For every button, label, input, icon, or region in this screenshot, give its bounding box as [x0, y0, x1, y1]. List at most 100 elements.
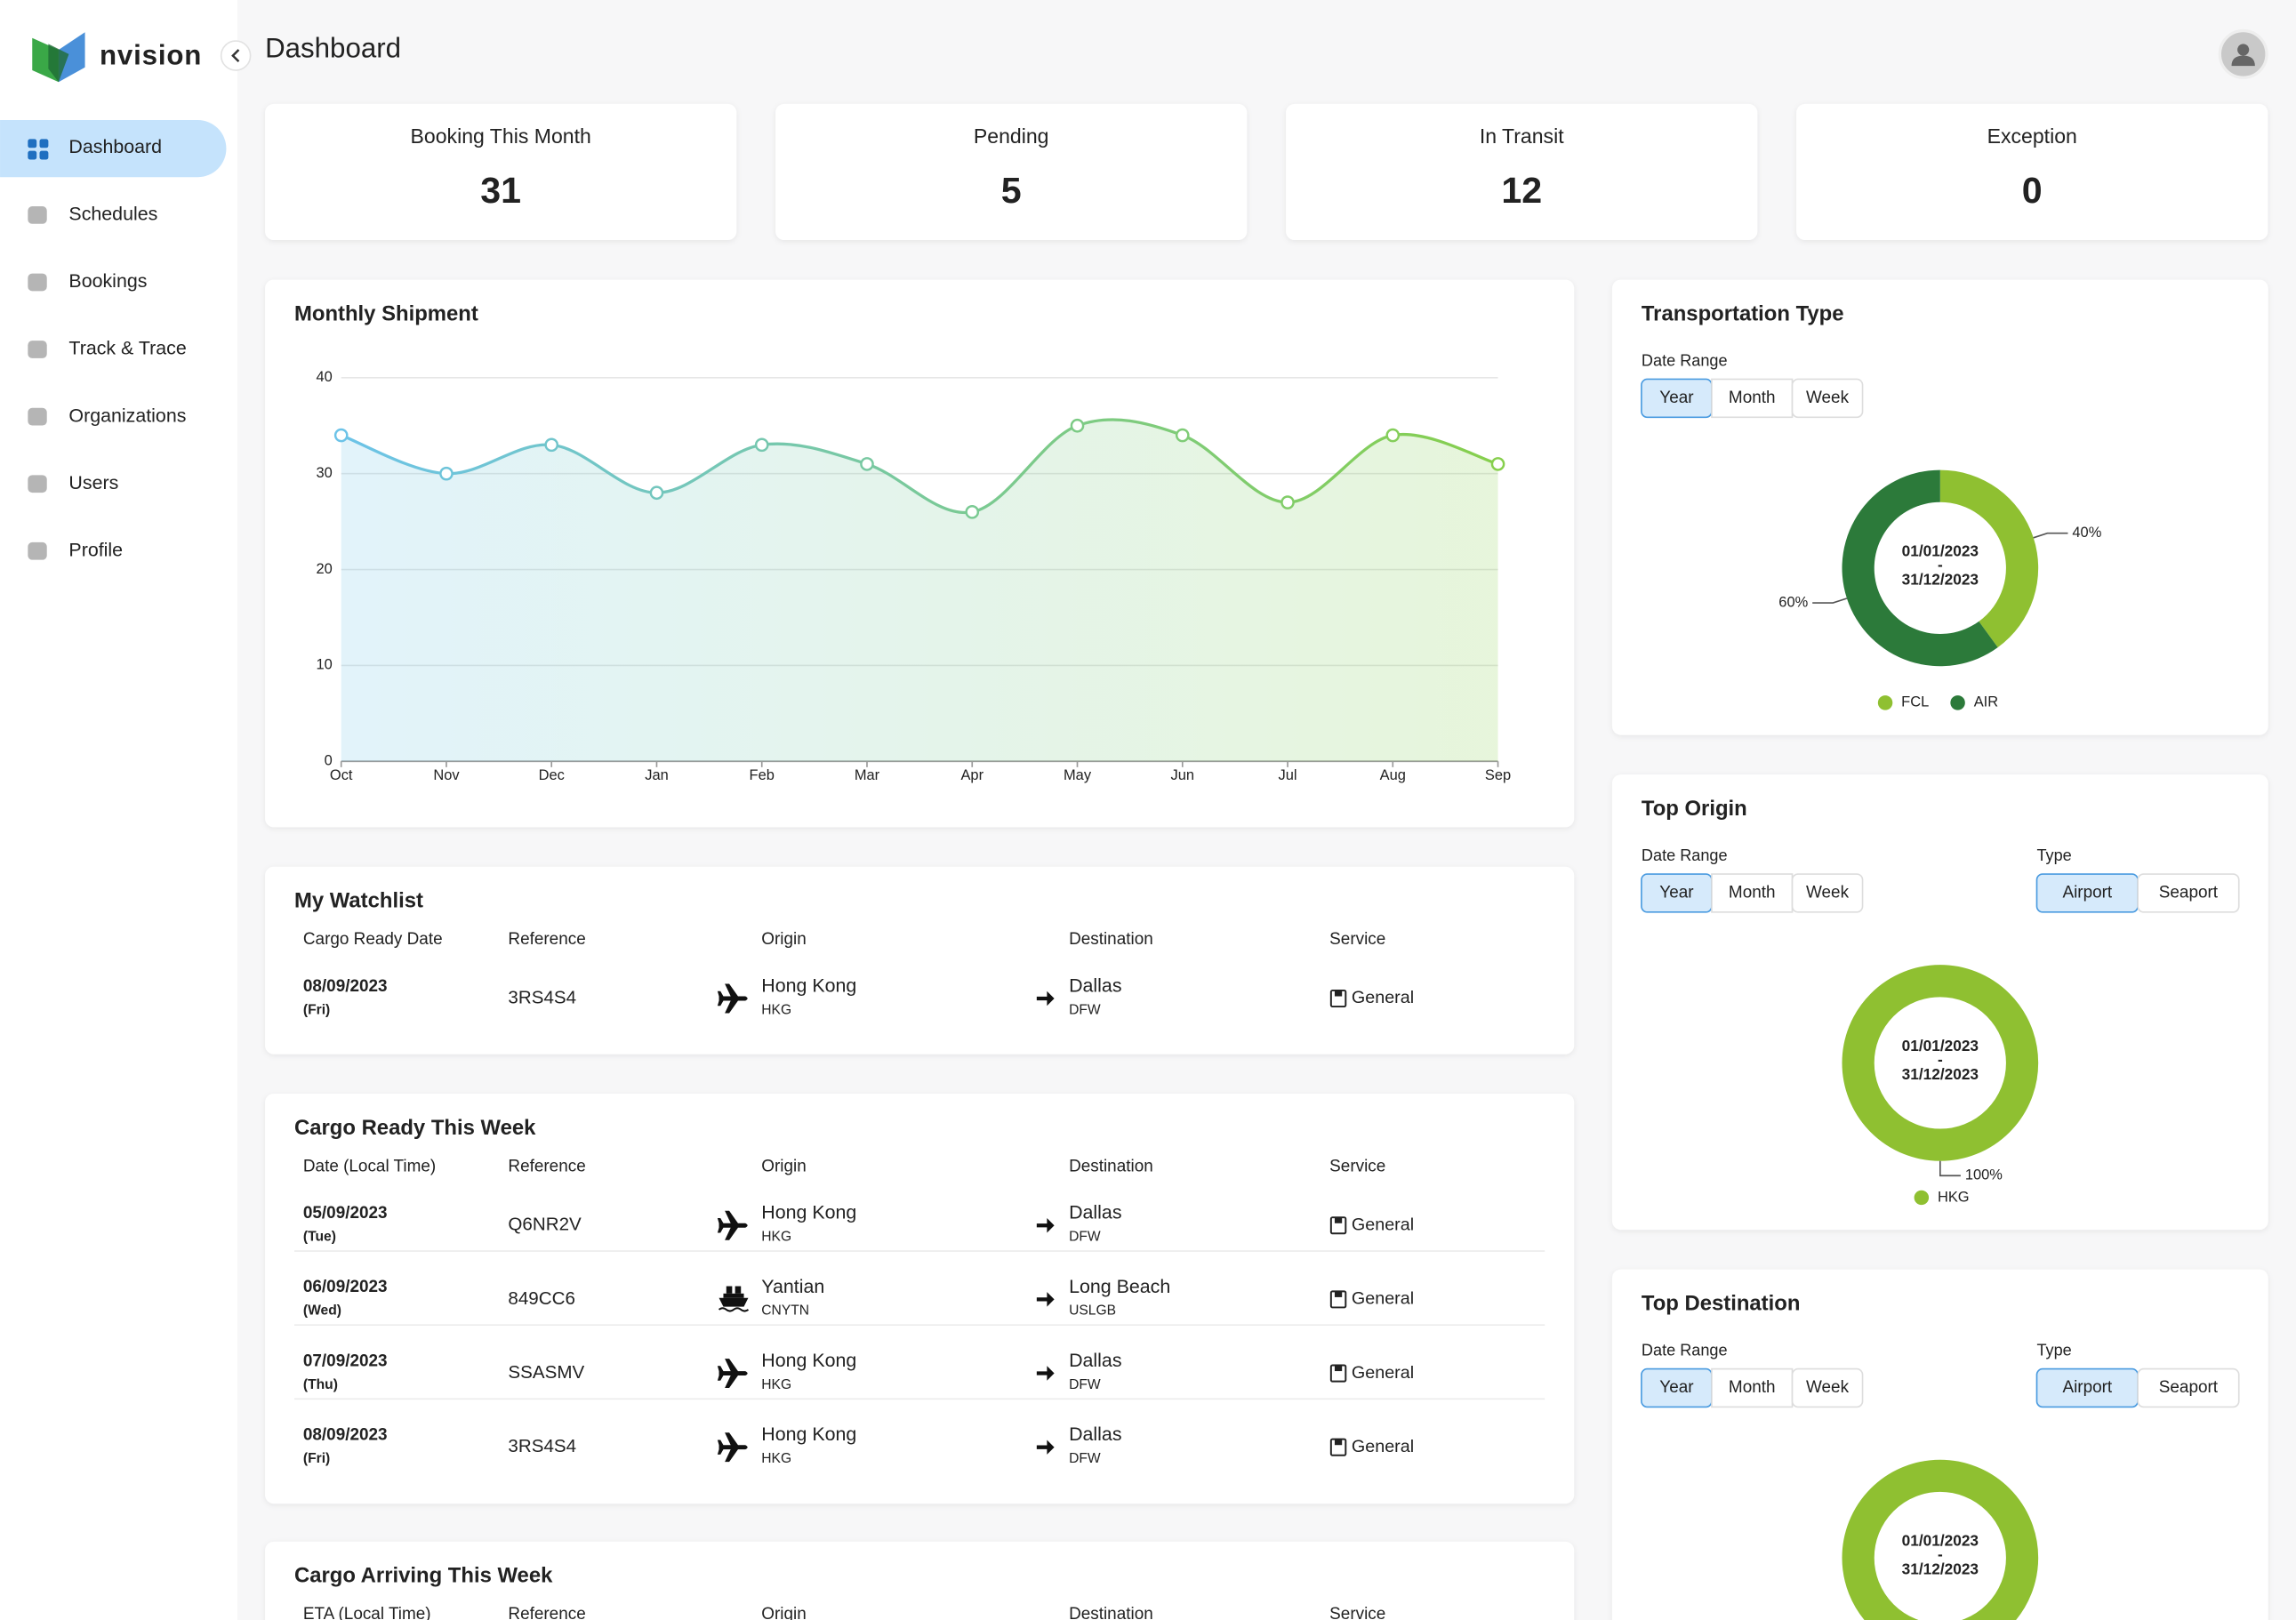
- cell-reference: 3RS4S4: [508, 1436, 576, 1456]
- stat-label: Pending: [974, 124, 1049, 148]
- cell-destination-code: DFW: [1069, 1451, 1101, 1466]
- cell-destination: Dallas: [1069, 974, 1121, 996]
- filter-button[interactable]: [1711, 378, 1794, 419]
- cell-day: (Tue): [303, 1230, 336, 1245]
- x-tick-label: Nov: [433, 767, 460, 783]
- nav-icon: [28, 475, 47, 493]
- filter-button[interactable]: [1711, 1367, 1794, 1408]
- card: [265, 1541, 1575, 1620]
- point: [860, 457, 874, 471]
- chart-title: Top Destination: [1642, 1291, 1800, 1315]
- donut-center-text: 01/01/2023: [1902, 1037, 1979, 1055]
- cell-day: (Fri): [303, 1002, 330, 1017]
- column-header: Service: [1329, 1605, 1385, 1620]
- x-tick-label: Feb: [750, 767, 775, 783]
- column-header: Service: [1329, 930, 1385, 949]
- filter-button[interactable]: [2137, 873, 2240, 913]
- filter-option[interactable]: Month: [1729, 389, 1776, 407]
- point: [439, 466, 454, 481]
- nav-item[interactable]: Profile: [68, 539, 123, 560]
- collapse-button[interactable]: [220, 40, 252, 71]
- line: [341, 418, 1499, 515]
- leader-line: [2033, 532, 2068, 539]
- filter-option[interactable]: Airport: [2062, 883, 2112, 902]
- legend-swatch: [1950, 695, 1965, 710]
- column-header: Origin: [761, 1605, 806, 1620]
- filter-option[interactable]: Month: [1729, 1378, 1776, 1397]
- nav-icon: [28, 139, 37, 148]
- nav-item[interactable]: Schedules: [68, 204, 157, 225]
- cell-reference: Q6NR2V: [508, 1215, 582, 1235]
- cell-origin-code: HKG: [761, 1230, 791, 1245]
- filter-label: Type: [2037, 1342, 2072, 1359]
- column-header: Cargo Ready Date: [303, 930, 443, 949]
- filter-button[interactable]: [1711, 873, 1794, 913]
- filter-option[interactable]: Year: [1659, 883, 1693, 902]
- column-header: Destination: [1069, 1605, 1153, 1620]
- nav-item[interactable]: Dashboard: [68, 136, 162, 157]
- nav-item[interactable]: Track & Trace: [68, 338, 186, 359]
- table-title: Cargo Arriving This Week: [294, 1564, 553, 1588]
- filter-option[interactable]: Airport: [2062, 1378, 2112, 1397]
- x-tick-label: Jun: [1171, 767, 1195, 783]
- value-label: 40%: [2072, 525, 2101, 541]
- filter-option[interactable]: Week: [1806, 883, 1850, 902]
- cell-service: General: [1352, 1363, 1414, 1383]
- card: [775, 103, 1248, 241]
- filter-option[interactable]: Month: [1729, 883, 1776, 902]
- column-header: Destination: [1069, 930, 1153, 949]
- stat-label: Exception: [1987, 124, 2077, 148]
- stat-value: 5: [1001, 170, 1022, 211]
- x-tick-label: Jul: [1279, 767, 1297, 783]
- x-tick-label: Apr: [960, 767, 983, 783]
- filter-button[interactable]: [1791, 378, 1864, 419]
- filter-button[interactable]: [2137, 1367, 2240, 1408]
- cell-date: 08/09/2023: [303, 977, 388, 996]
- nav-icon: [39, 139, 49, 148]
- filter-option[interactable]: Week: [1806, 389, 1850, 407]
- nav-item[interactable]: Users: [68, 472, 118, 493]
- donut-center-text: -: [1938, 1051, 1943, 1069]
- column-header: Destination: [1069, 1157, 1153, 1175]
- legend-label: HKG: [1938, 1189, 1970, 1205]
- donut-center-text: 01/01/2023: [1902, 541, 1979, 559]
- nav-item[interactable]: Organizations: [68, 405, 186, 426]
- nav-icon: [28, 273, 47, 292]
- cell-service: General: [1352, 988, 1414, 1007]
- donut-segment: [1939, 469, 2039, 648]
- nav-item[interactable]: Bookings: [68, 270, 147, 292]
- card: [265, 103, 737, 241]
- point: [1385, 428, 1401, 443]
- donut-center-text: -: [1938, 556, 1943, 573]
- filter-option[interactable]: Year: [1659, 389, 1693, 407]
- point: [1490, 457, 1505, 471]
- point: [1070, 418, 1085, 433]
- x-tick-label: Aug: [1380, 767, 1406, 783]
- y-tick-label: 10: [317, 657, 333, 673]
- nav-icon: [28, 341, 47, 358]
- cell-destination: Dallas: [1069, 1424, 1121, 1445]
- table-title: My Watchlist: [294, 889, 423, 913]
- filter-option[interactable]: Year: [1659, 1378, 1693, 1397]
- cell-day: (Wed): [303, 1303, 341, 1319]
- filter-button[interactable]: [1791, 873, 1864, 913]
- cell-origin: Hong Kong: [761, 1350, 856, 1371]
- point: [649, 485, 664, 501]
- filter-option[interactable]: Week: [1806, 1378, 1850, 1397]
- column-header: Origin: [761, 1157, 806, 1175]
- cell-day: (Thu): [303, 1377, 338, 1392]
- cell-destination-code: DFW: [1069, 1230, 1101, 1245]
- filter-button[interactable]: [1791, 1367, 1864, 1408]
- cell-reference: SSASMV: [508, 1362, 584, 1383]
- donut-ring: [1842, 1459, 2039, 1620]
- cell-origin-code: HKG: [761, 1451, 791, 1466]
- filter-option[interactable]: Seaport: [2159, 1378, 2219, 1397]
- point: [965, 505, 980, 519]
- nav-icon: [28, 407, 47, 426]
- card: [1611, 279, 2268, 735]
- filter-label: Type: [2037, 846, 2072, 864]
- filter-option[interactable]: Seaport: [2159, 883, 2219, 902]
